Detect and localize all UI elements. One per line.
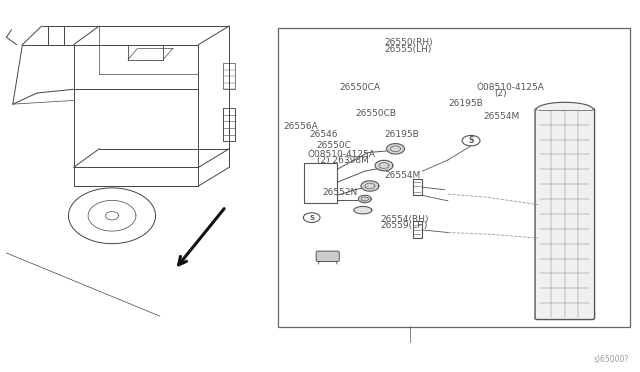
Text: (2) 26398M: (2) 26398M <box>317 156 369 165</box>
Polygon shape <box>361 181 379 191</box>
Text: Ó08510-4125A: Ó08510-4125A <box>477 83 545 92</box>
Text: Ó08510-4125A: Ó08510-4125A <box>307 150 375 159</box>
Bar <box>223 63 235 89</box>
Text: S: S <box>309 215 314 221</box>
Text: 26550CB: 26550CB <box>355 109 396 118</box>
Polygon shape <box>354 206 372 214</box>
FancyBboxPatch shape <box>316 251 339 262</box>
Text: 26550C: 26550C <box>317 141 351 150</box>
FancyBboxPatch shape <box>535 108 595 320</box>
Bar <box>304 163 337 203</box>
Text: 26552N: 26552N <box>323 188 358 197</box>
Text: 26546: 26546 <box>310 130 339 139</box>
Polygon shape <box>387 144 404 154</box>
Text: 26554(RH): 26554(RH) <box>381 215 429 224</box>
Text: 26559(LH): 26559(LH) <box>381 221 428 230</box>
Bar <box>413 221 422 238</box>
Text: 26195B: 26195B <box>385 130 419 139</box>
Text: S: S <box>468 136 474 145</box>
Text: 26550CA: 26550CA <box>339 83 380 92</box>
Text: 26554M: 26554M <box>483 112 520 121</box>
Text: 26550(RH): 26550(RH) <box>384 38 433 47</box>
Bar <box>223 108 235 141</box>
Text: 26554M: 26554M <box>385 171 421 180</box>
Text: (2): (2) <box>494 89 507 98</box>
Polygon shape <box>375 160 393 171</box>
Bar <box>413 179 422 195</box>
Text: s)65000?: s)65000? <box>593 355 628 364</box>
Polygon shape <box>358 195 371 203</box>
Polygon shape <box>536 102 593 110</box>
Bar <box>278 28 630 327</box>
Text: 26556A: 26556A <box>283 122 317 131</box>
Text: 26195B: 26195B <box>448 99 483 108</box>
Text: 26555(LH): 26555(LH) <box>384 45 431 54</box>
